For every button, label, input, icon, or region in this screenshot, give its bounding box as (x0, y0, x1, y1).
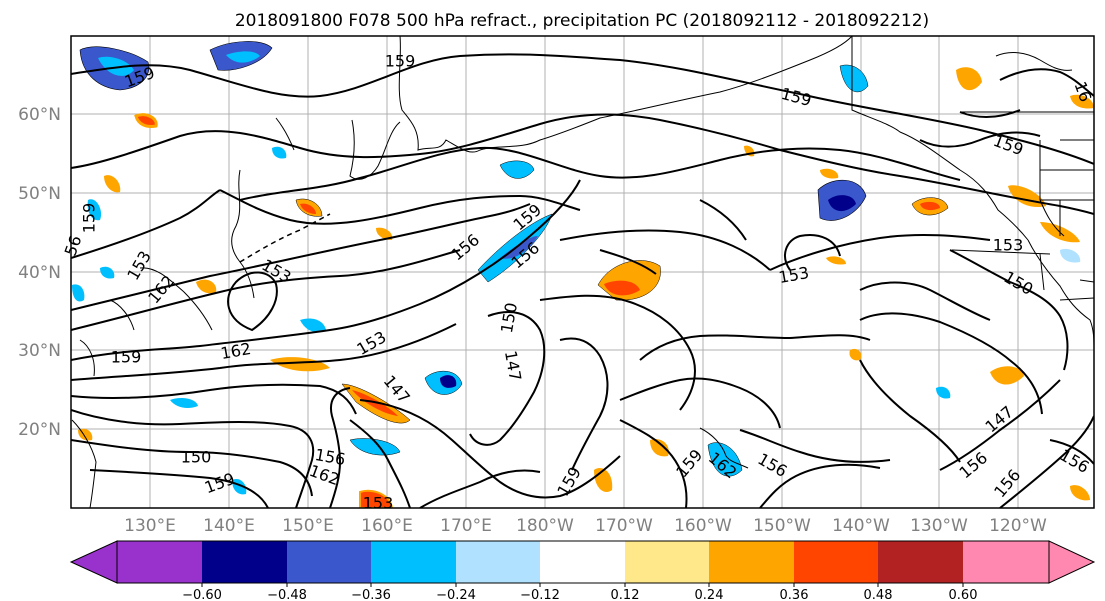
contour-label: 159 (111, 348, 142, 367)
contour-label: 153 (363, 494, 394, 513)
contour-label: 150 (181, 448, 212, 467)
colorbar-max-extend (1048, 540, 1096, 584)
colorbar-tick-label: 0.36 (780, 588, 809, 601)
latitude-label: 60°N (18, 105, 61, 125)
longitude-label: 120°W (989, 516, 1047, 536)
colorbar-tick-label: 0.60 (949, 588, 978, 601)
colorbar-segment (963, 541, 1049, 583)
colorbar-tick-label: −0.12 (520, 588, 560, 601)
colorbar-tick-label: 0.24 (695, 588, 724, 601)
colorbar-tick-label: −0.48 (267, 588, 307, 601)
colorbar-frame (116, 540, 1050, 584)
longitude-label: 180°W (516, 516, 574, 536)
gridlines (71, 36, 1094, 508)
colorbar-segment (878, 541, 963, 583)
colorbar-segment (540, 541, 625, 583)
colorbar-tick-label: −0.60 (182, 588, 222, 601)
precip-shading (72, 41, 1094, 508)
longitude-label: 130°W (910, 516, 968, 536)
contour-label: 153 (993, 236, 1024, 255)
latitude-label: 30°N (18, 341, 61, 361)
longitude-label: 140°W (832, 516, 890, 536)
positive-anomaly-patches (78, 67, 1094, 508)
latitude-label: 50°N (18, 184, 61, 204)
longitude-label: 160°W (674, 516, 732, 536)
colorbar-segment (117, 541, 202, 583)
longitude-label: 160°E (361, 516, 413, 536)
refractivity-contours (71, 53, 1094, 508)
longitude-label: 170°E (440, 516, 492, 536)
colorbar-segment (794, 541, 878, 583)
colorbar-min-extend (69, 540, 118, 584)
colorbar-tick-label: −0.24 (436, 588, 476, 601)
longitude-label: 140°E (203, 516, 255, 536)
colorbar-tick-label: 0.12 (611, 588, 640, 601)
map-title: 2018091800 F078 500 hPa refract., precip… (235, 11, 929, 31)
colorbar-segment (287, 541, 371, 583)
colorbar-tick-label: −0.36 (351, 588, 391, 601)
dashed-contour (239, 213, 331, 263)
longitude-axis: 130°E 140°E 150°E 160°E 170°E 180°W 170°W 160°W… (124, 516, 1047, 536)
contour-label: 159 (80, 203, 99, 234)
colorbar: −0.60 −0.48 −0.36 −0.24 −0.12 0.12 0.24 0.36 0.4… (69, 540, 1096, 601)
longitude-label: 150°E (282, 516, 334, 536)
coastlines (71, 36, 1094, 508)
latitude-label: 20°N (18, 420, 61, 440)
colorbar-segment (202, 541, 287, 583)
colorbar-segment (456, 541, 540, 583)
latitude-label: 40°N (18, 263, 61, 283)
map-frame (70, 35, 1095, 509)
longitude-label: 150°W (753, 516, 811, 536)
longitude-label: 130°E (124, 516, 176, 536)
colorbar-tick-label: 0.48 (864, 588, 893, 601)
colorbar-segment (709, 541, 794, 583)
colorbar-segment (625, 541, 709, 583)
colorbar-segment (371, 541, 456, 583)
contour-label: 159 (385, 52, 416, 71)
latitude-axis: 60°N 50°N 40°N 30°N 20°N (18, 105, 61, 440)
longitude-label: 170°W (595, 516, 653, 536)
